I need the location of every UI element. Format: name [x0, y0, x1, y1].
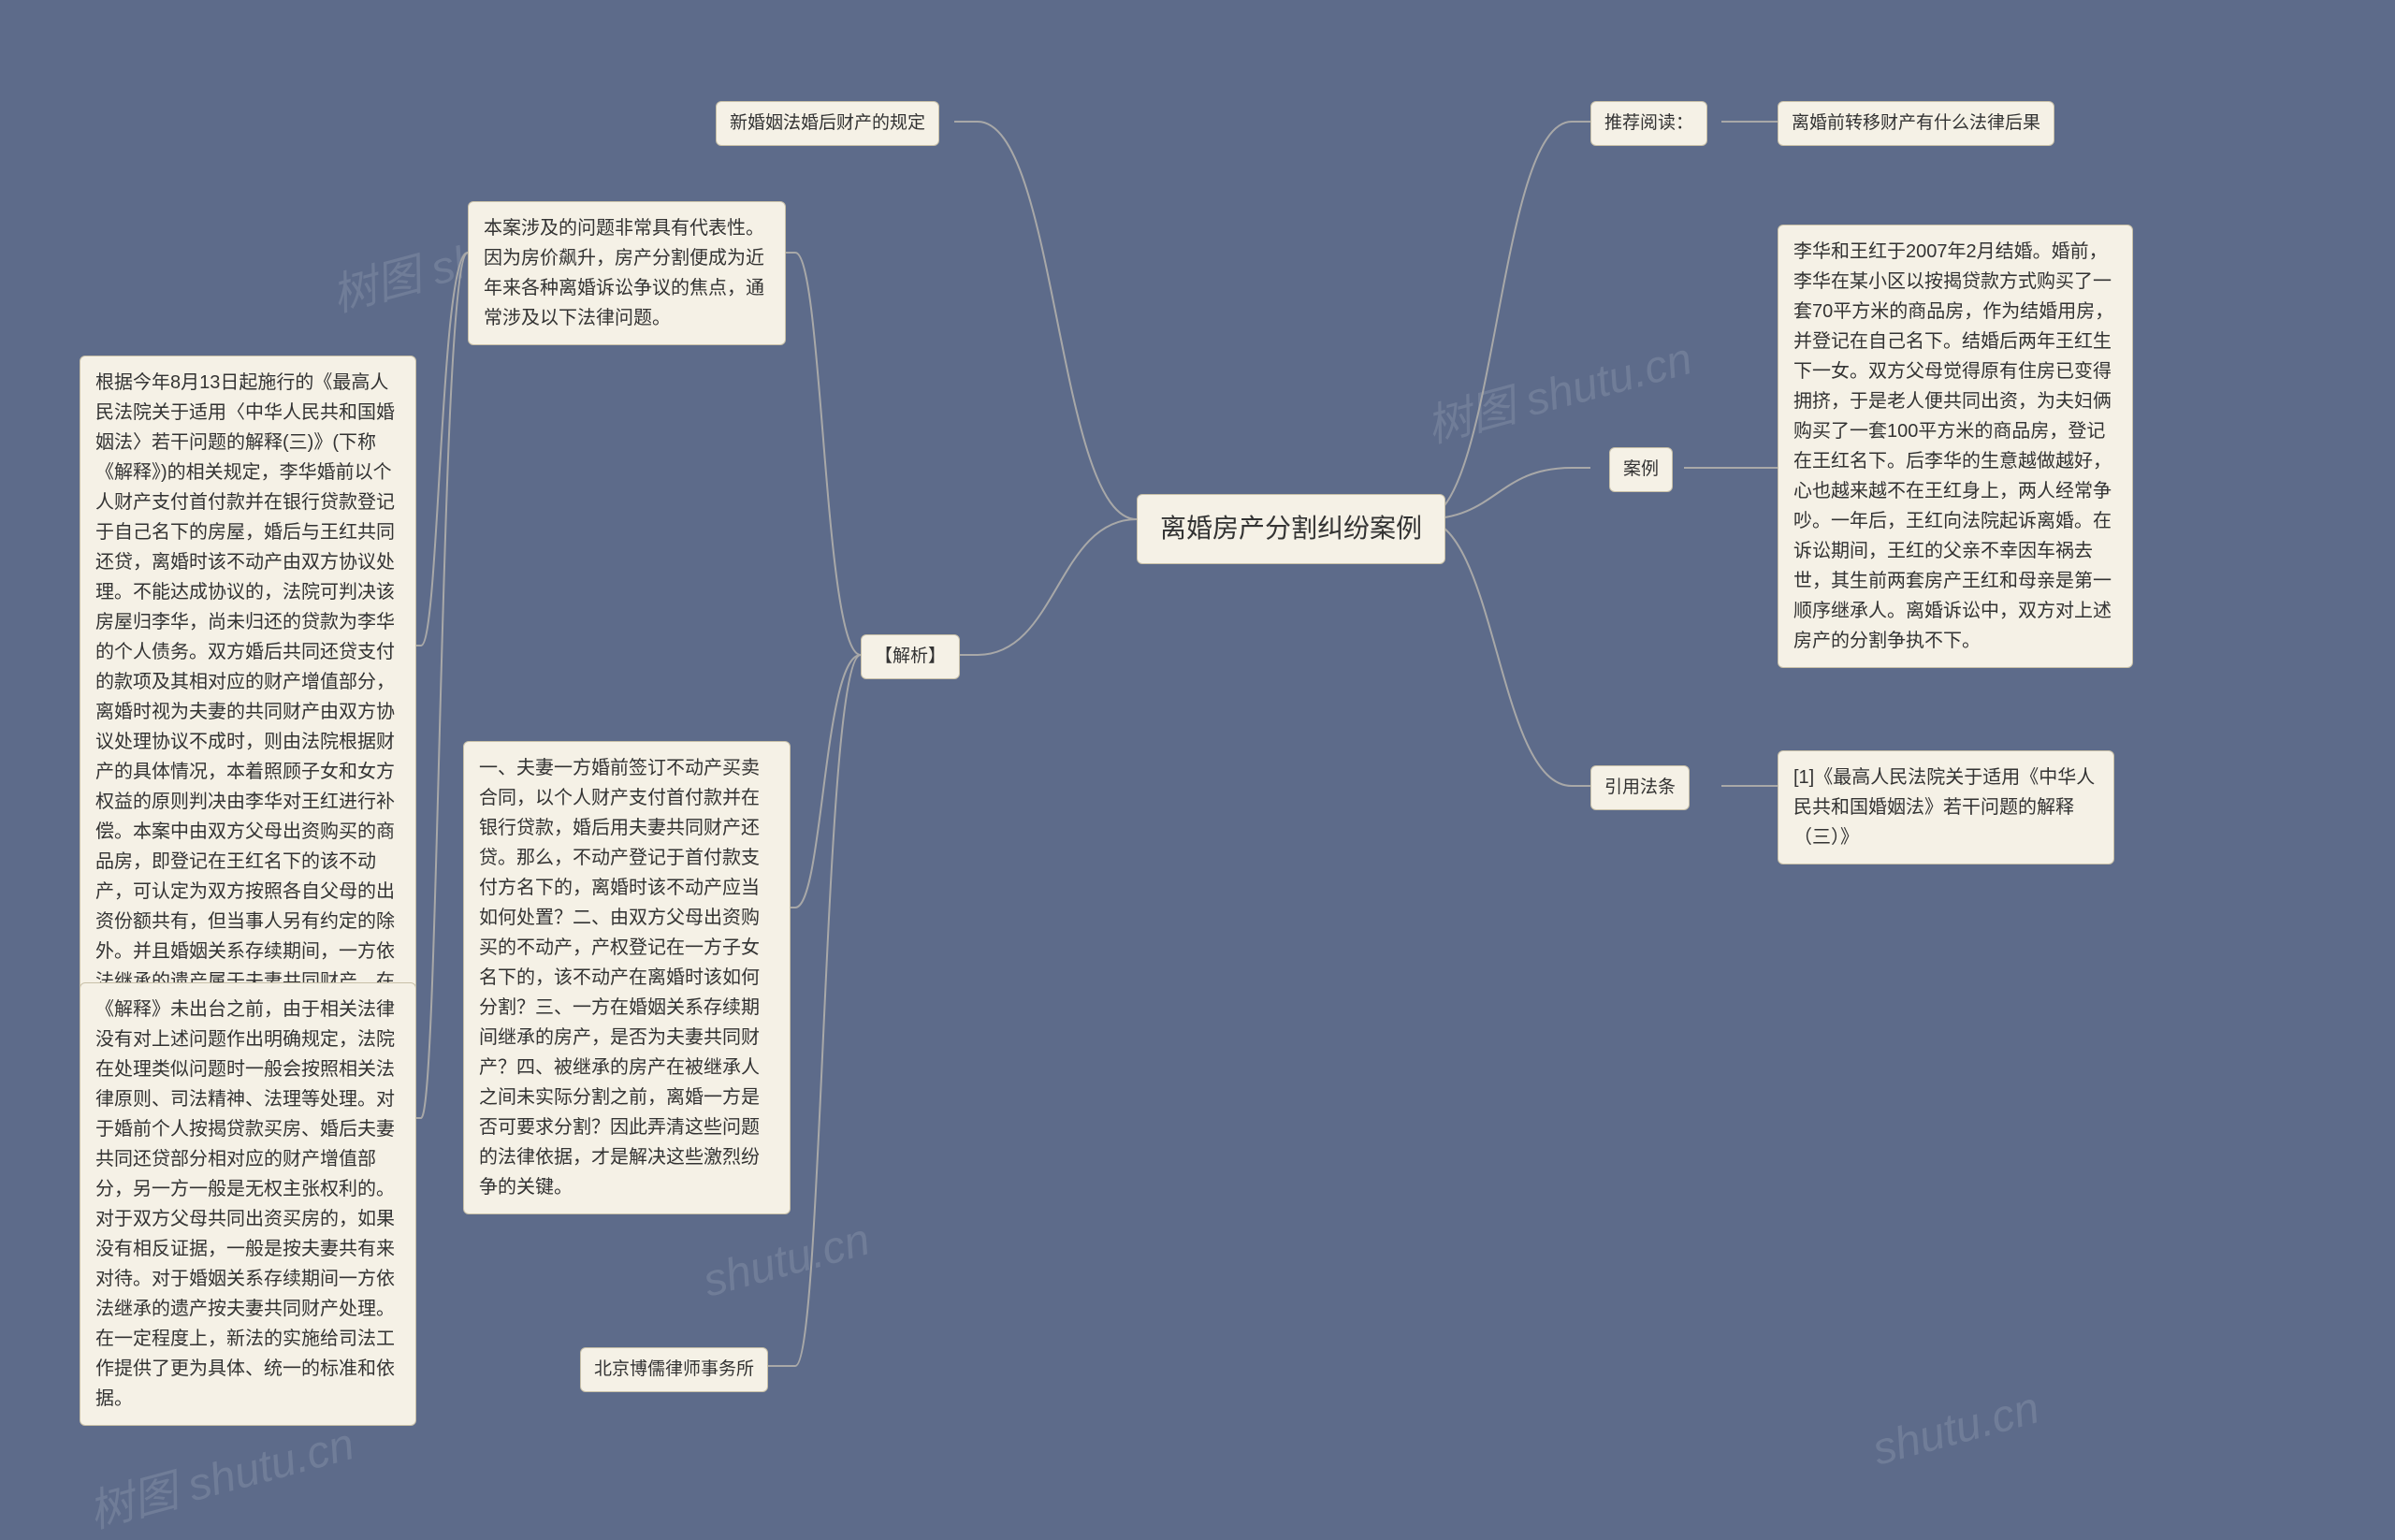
watermark: shutu.cn: [698, 1213, 876, 1307]
node-right-r2-text: 李华和王红于2007年2月结婚。婚前，李华在某小区以按揭贷款方式购买了一套70平…: [1778, 225, 2133, 668]
node-left-n2-1-2: 《解释》未出台之前，由于相关法律没有对上述问题作出明确规定，法院在处理类似问题时…: [80, 982, 416, 1426]
node-right-r1-text: 离婚前转移财产有什么法律后果: [1778, 101, 2054, 146]
node-left-n2-3: 北京博儒律师事务所: [580, 1347, 768, 1392]
node-left-n2: 【解析】: [861, 634, 960, 679]
node-right-r1-label: 推荐阅读：: [1590, 101, 1707, 146]
center-node: 离婚房产分割纠纷案例: [1137, 494, 1445, 564]
node-right-r3-label: 引用法条: [1590, 765, 1690, 810]
node-left-n2-2: 一、夫妻一方婚前签订不动产买卖合同，以个人财产支付首付款并在银行贷款，婚后用夫妻…: [463, 741, 791, 1214]
node-right-r2-label: 案例: [1609, 447, 1673, 492]
node-left-n1: 新婚姻法婚后财产的规定: [716, 101, 939, 146]
watermark: 树图 shutu.cn: [80, 1407, 360, 1540]
node-right-r3-text: [1]《最高人民法院关于适用《中华人民共和国婚姻法》若干问题的解释（三）》: [1778, 750, 2114, 864]
node-left-n2-1: 本案涉及的问题非常具有代表性。因为房价飙升，房产分割便成为近年来各种离婚诉讼争议…: [468, 201, 786, 345]
watermark: shutu.cn: [1867, 1382, 2045, 1475]
watermark: 树图 shutu.cn: [1418, 322, 1698, 456]
